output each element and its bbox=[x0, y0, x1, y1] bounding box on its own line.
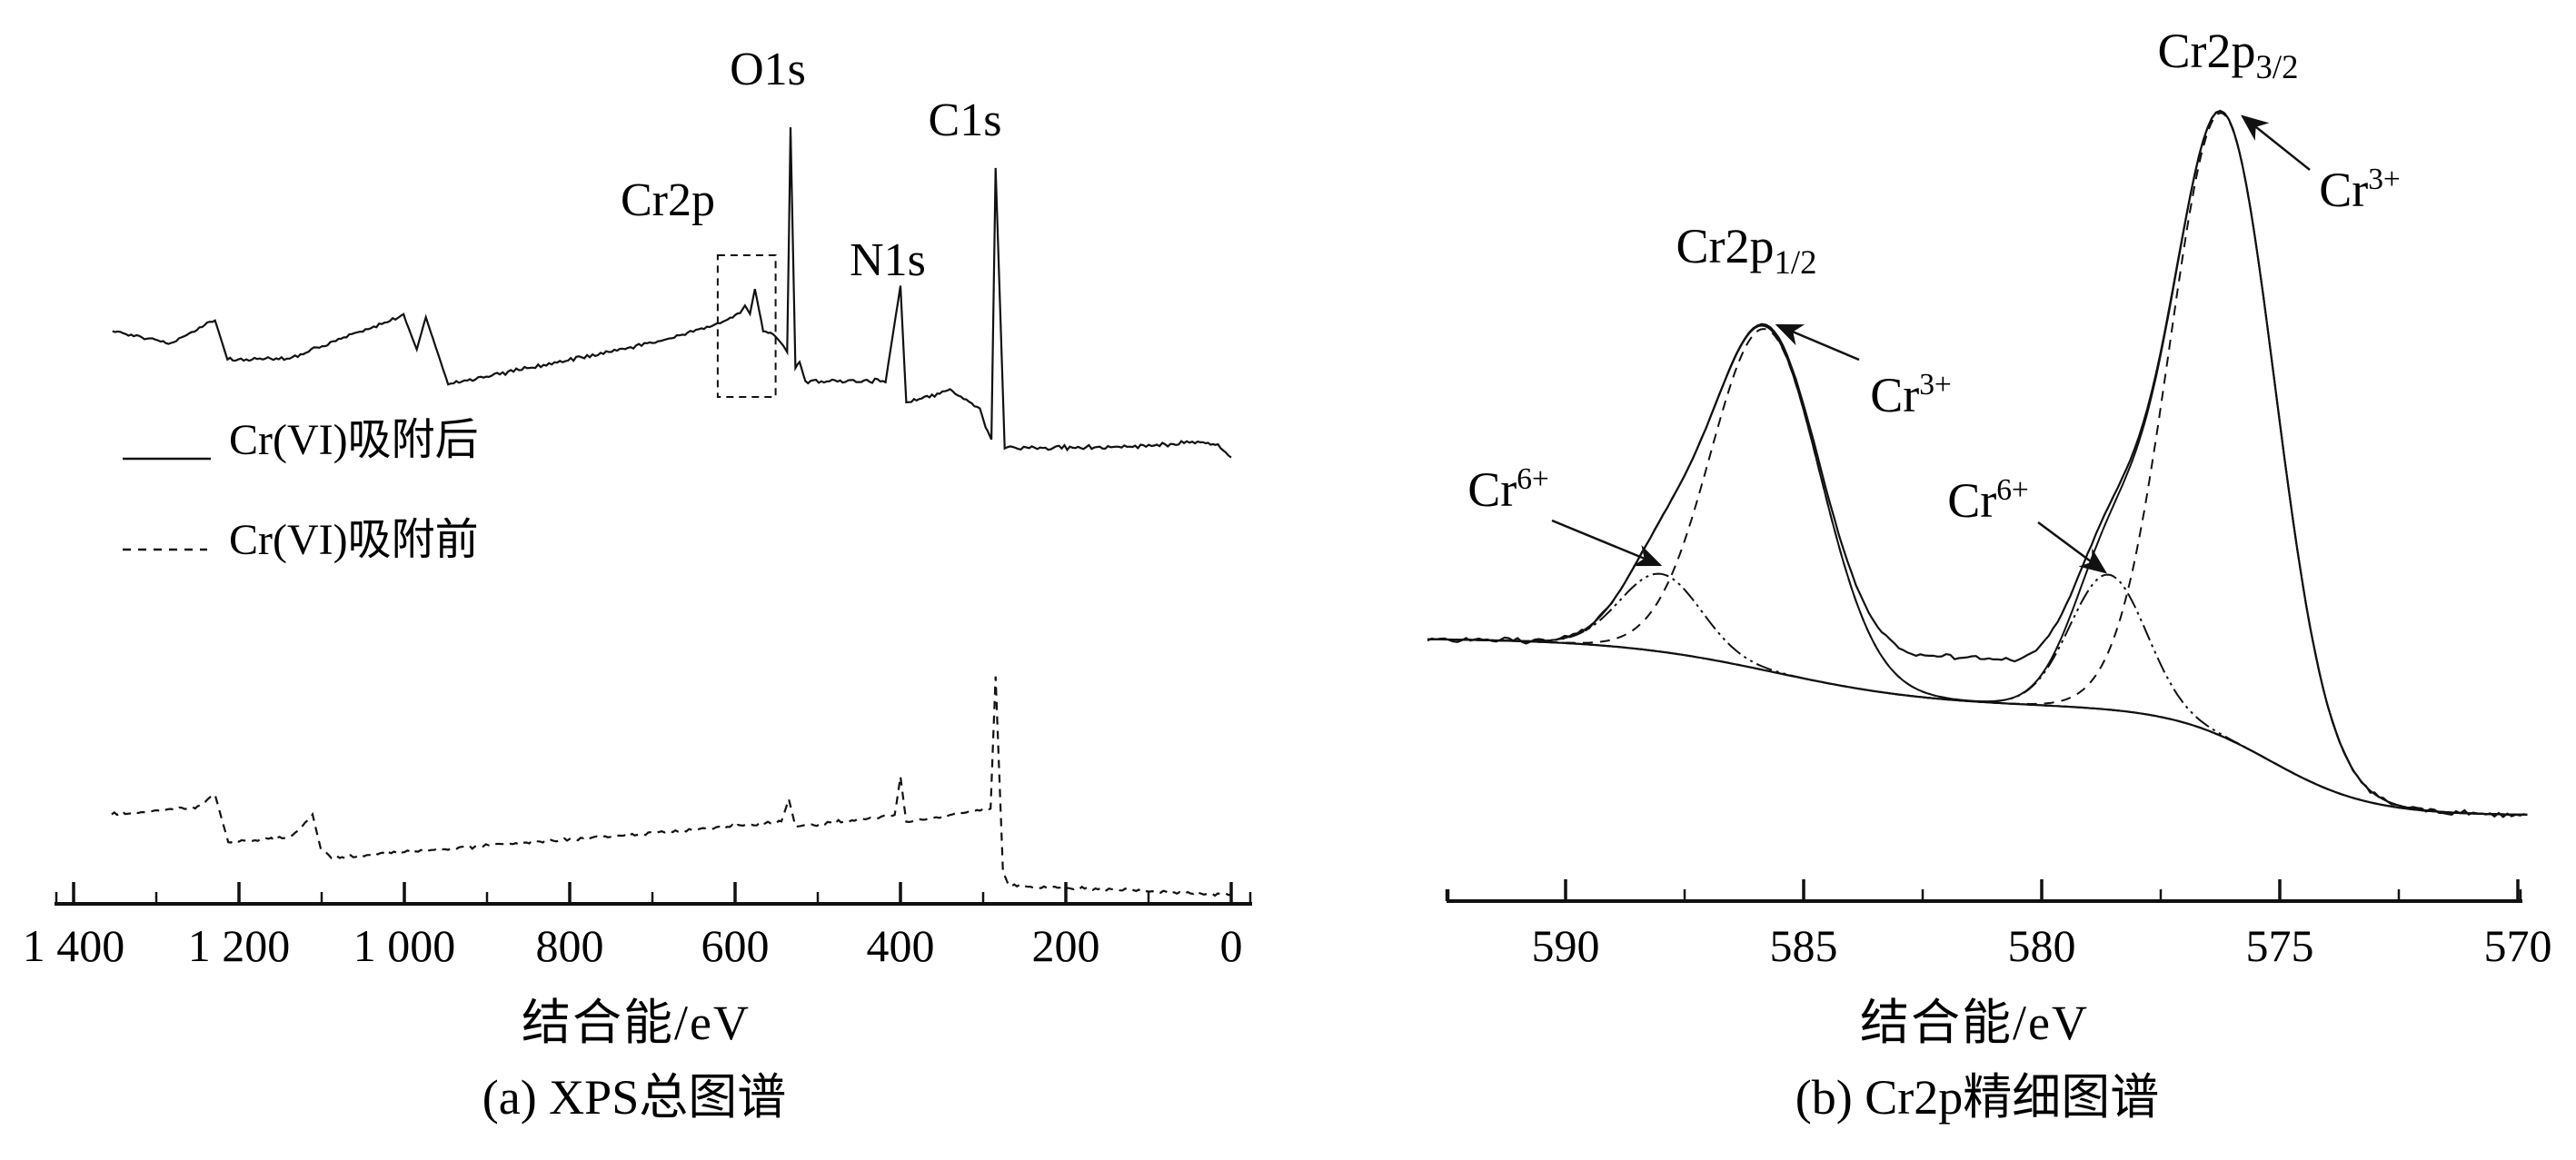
legend-label-after-adsorption: Cr(VI)吸附后 bbox=[229, 416, 479, 464]
fit-component-cr6plus-2p32 bbox=[1427, 573, 2528, 816]
arrow-cr3plus-to-2p12-peak bbox=[1775, 323, 1860, 362]
peak-label-n1s: N1s bbox=[850, 234, 926, 286]
panel-b-caption: (b) Cr2p精细图谱 bbox=[1795, 1070, 2160, 1125]
annotation-cr3plus-right: Cr3+ bbox=[2319, 163, 2401, 217]
raw-spectrum-curve bbox=[1427, 109, 2525, 818]
cr2p-region-box bbox=[716, 254, 777, 398]
x-tick-label: 1 000 bbox=[353, 920, 456, 971]
x-axis-label-left: 结合能/eV bbox=[522, 996, 751, 1050]
fit-component-cr3plus-2p32 bbox=[1427, 112, 2528, 816]
x-tick-label: 200 bbox=[1031, 920, 1100, 971]
peak-label-o1s: O1s bbox=[730, 44, 806, 95]
x-tick-label: 400 bbox=[866, 920, 935, 971]
x-tick-label: 585 bbox=[1769, 920, 1838, 971]
x-tick-label: 800 bbox=[535, 920, 604, 971]
x-tick-label: 575 bbox=[2245, 920, 2314, 971]
panel-a-caption: (a) XPS总图谱 bbox=[482, 1070, 787, 1125]
survey-curve-after-adsorption bbox=[112, 127, 1232, 459]
x-tick-label: 1 400 bbox=[22, 920, 125, 971]
fit-component-cr6plus-2p12 bbox=[1427, 572, 2528, 816]
peak-label-cr2p: Cr2p bbox=[621, 174, 715, 226]
annotation-cr6plus-right: Cr6+ bbox=[1947, 473, 2029, 528]
fit-background-curve bbox=[1427, 638, 2528, 816]
peak-label-c1s: C1s bbox=[928, 94, 1002, 146]
annotation-cr3plus-left: Cr3+ bbox=[1870, 368, 1952, 422]
x-tick-label: 580 bbox=[2007, 920, 2076, 971]
x-tick-label: 600 bbox=[701, 920, 770, 971]
arrow-cr3plus-to-2p32-peak bbox=[2241, 114, 2311, 171]
fit-component-cr3plus-2p12 bbox=[1427, 328, 2528, 816]
x-tick-label: 570 bbox=[2483, 920, 2552, 971]
arrow-cr6plus-to-2p12-satellite bbox=[1551, 519, 1663, 567]
survey-curve-before-adsorption bbox=[111, 676, 1232, 897]
x-axis-label-right: 结合能/eV bbox=[1860, 996, 2089, 1050]
legend-label-before-adsorption: Cr(VI)吸附前 bbox=[229, 516, 479, 564]
x-tick-label: 1 200 bbox=[187, 920, 291, 971]
x-tick-label: 0 bbox=[1219, 920, 1243, 971]
arrow-cr6plus-to-2p32-satellite bbox=[2037, 521, 2108, 574]
x-tick-label: 590 bbox=[1531, 920, 1600, 971]
annotation-cr6plus-left: Cr6+ bbox=[1467, 462, 1549, 517]
annotation-cr2p32: Cr2p3/2 bbox=[2157, 24, 2299, 85]
annotation-cr2p12: Cr2p1/2 bbox=[1676, 219, 1817, 281]
